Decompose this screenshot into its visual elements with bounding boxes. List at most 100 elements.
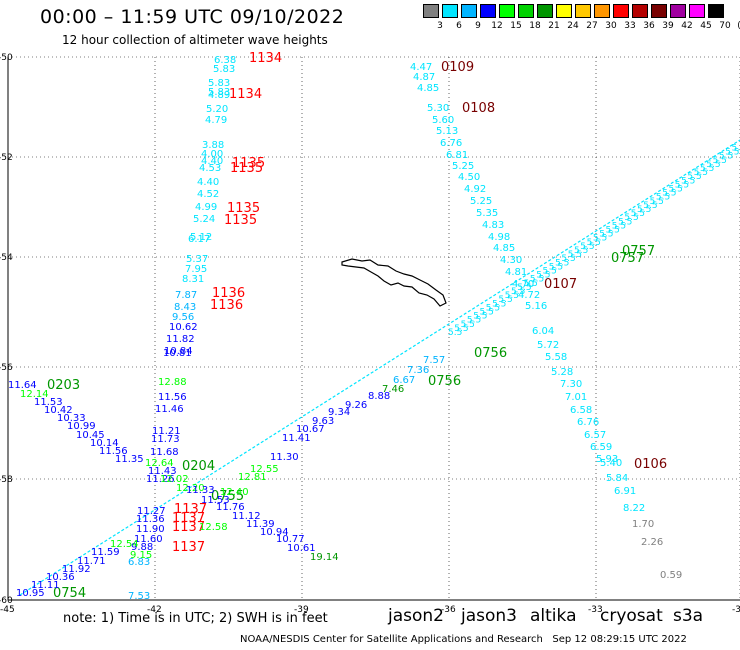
legend-swatch bbox=[480, 4, 496, 18]
swh-mark: 5.5 bbox=[524, 279, 538, 289]
swh-mark: 5.5 bbox=[486, 303, 500, 313]
swh-label: 10.33 bbox=[57, 413, 86, 424]
swh-label: 6.91 bbox=[614, 486, 636, 497]
swh-label: 5.25 bbox=[452, 161, 474, 172]
swh-label: 5.35 bbox=[476, 208, 498, 219]
swh-mark: 5.5 bbox=[492, 299, 506, 309]
swh-label: 9.34 bbox=[328, 407, 350, 418]
swh-label: 5.13 bbox=[436, 126, 458, 137]
swh-label: 4.40 bbox=[201, 156, 223, 167]
swh-label: 11.92 bbox=[62, 564, 91, 575]
time-1136: 1136 bbox=[210, 298, 243, 313]
y-tick-label: -50 bbox=[0, 53, 13, 63]
time-1137: 1137 bbox=[172, 511, 205, 526]
y-tick-label: -52 bbox=[0, 153, 13, 163]
swh-label: 4.52 bbox=[197, 189, 219, 200]
time-1137: 1137 bbox=[174, 502, 207, 517]
swh-label: 4.00 bbox=[201, 149, 223, 160]
swh-label: 10.42 bbox=[44, 405, 73, 416]
swh-mark: 5.5 bbox=[593, 234, 607, 244]
swh-label: 8.88 bbox=[368, 391, 390, 402]
swh-label: 11.11 bbox=[31, 580, 60, 591]
swh-mark: 5.5 bbox=[543, 267, 557, 277]
south-georgia-island bbox=[341, 258, 447, 307]
swh-label: 11.68 bbox=[150, 447, 179, 458]
swh-mark: 5.5 bbox=[700, 164, 714, 174]
swh-label: 7.87 bbox=[175, 290, 197, 301]
legend-swatch bbox=[423, 4, 439, 18]
swh-mark: 5.5 bbox=[669, 185, 683, 195]
time-0756: 0756 bbox=[428, 374, 461, 389]
swh-label: 12.20 bbox=[176, 483, 205, 494]
swh-mark: 5.5 bbox=[461, 320, 475, 330]
swh-label: 6.04 bbox=[532, 326, 554, 337]
legend-swatch bbox=[556, 4, 572, 18]
swh-mark: 5.5 bbox=[473, 312, 487, 322]
swh-mark: 5.5 bbox=[561, 254, 575, 264]
swh-label: 11.53 bbox=[34, 397, 63, 408]
swh-label: 4.50 bbox=[458, 172, 480, 183]
swh-mark: 5.5 bbox=[580, 242, 594, 252]
swh-label: 4.83 bbox=[482, 220, 504, 231]
time-1136: 1136 bbox=[212, 286, 245, 301]
swh-label: 11.56 bbox=[158, 392, 187, 403]
legend-label: 33 bbox=[624, 21, 636, 31]
time-1135: 1135 bbox=[230, 161, 263, 176]
legend-label: 45 bbox=[700, 21, 712, 31]
time-0203: 0203 bbox=[47, 378, 80, 393]
swh-label: 6.83 bbox=[128, 557, 150, 568]
swh-mark: 5.5 bbox=[643, 201, 657, 211]
swh-label: 4.79 bbox=[205, 115, 227, 126]
swh-label: 10.36 bbox=[46, 572, 75, 583]
track-annotations: 113411346.385.835.835.834.895.204.791135… bbox=[8, 51, 740, 602]
time-0109: 0109 bbox=[441, 60, 474, 75]
axis-labels: -50 -52 -54 -56 -58 -60-45 -42 -39 -36 -33 -30 bbox=[0, 53, 740, 615]
swh-label: 11.41 bbox=[282, 433, 311, 444]
legend-label: 30 bbox=[605, 21, 617, 31]
swh-label: 6.76 bbox=[440, 138, 462, 149]
swh-label: 6.59 bbox=[590, 442, 612, 453]
swh-label: 11.46 bbox=[155, 404, 184, 415]
swh-label: 8.22 bbox=[623, 503, 645, 514]
swh-label: 5.83 bbox=[213, 64, 235, 75]
swh-label: 10.14 bbox=[90, 438, 119, 449]
swh-label: 9.63 bbox=[312, 416, 334, 427]
y-tick-label: -56 bbox=[0, 363, 13, 373]
time-0204: 0204 bbox=[182, 459, 215, 474]
legend-swatch bbox=[594, 4, 610, 18]
swh-label: 10.99 bbox=[67, 421, 96, 432]
time-1137: 1137 bbox=[172, 520, 205, 535]
swh-label: 7.46 bbox=[382, 384, 404, 395]
sat-jason3: jason3 bbox=[461, 606, 517, 626]
legend-label: 70 bbox=[719, 21, 731, 31]
time-0754: 0754 bbox=[53, 586, 86, 601]
swh-label: 11.27 bbox=[137, 506, 166, 517]
swh-label: 9.26 bbox=[345, 400, 367, 411]
swh-mark: 5.5 bbox=[574, 246, 588, 256]
credit-text: NOAA/NESDIS Center for Satellite Applica… bbox=[240, 634, 543, 645]
swh-label: 11.33 bbox=[186, 485, 215, 496]
swh-label: 7.30 bbox=[560, 379, 582, 390]
swh-mark: 5.5 bbox=[599, 230, 613, 240]
swh-mark: 5.5 bbox=[511, 287, 525, 297]
legend-label: 21 bbox=[548, 21, 560, 31]
swh-mark: 5.5 bbox=[467, 316, 481, 326]
legend-label: 36 bbox=[643, 21, 655, 31]
swh-mark: 5.5 bbox=[656, 193, 670, 203]
swh-mark: 5.5 bbox=[480, 308, 494, 318]
swh-label: 11.12 bbox=[232, 511, 261, 522]
legend-label: 9 bbox=[475, 21, 481, 31]
swh-label: 11.35 bbox=[115, 454, 144, 465]
swh-label: 12.58 bbox=[199, 522, 228, 533]
swh-label: 10.77 bbox=[276, 534, 305, 545]
swh-label: 12.14 bbox=[20, 389, 49, 400]
swh-label: 4.99 bbox=[195, 202, 217, 213]
time-1134: 1134 bbox=[229, 87, 262, 102]
swh-mark: 5.5 bbox=[448, 328, 462, 338]
swh-label: 6.81 bbox=[446, 150, 468, 161]
y-tick-label: -58 bbox=[0, 475, 13, 485]
swh-label: 10.67 bbox=[296, 424, 325, 435]
swh-label: 6.67 bbox=[393, 375, 415, 386]
swh-label: 11.60 bbox=[134, 534, 163, 545]
swh-label: 12.54 bbox=[110, 539, 139, 550]
